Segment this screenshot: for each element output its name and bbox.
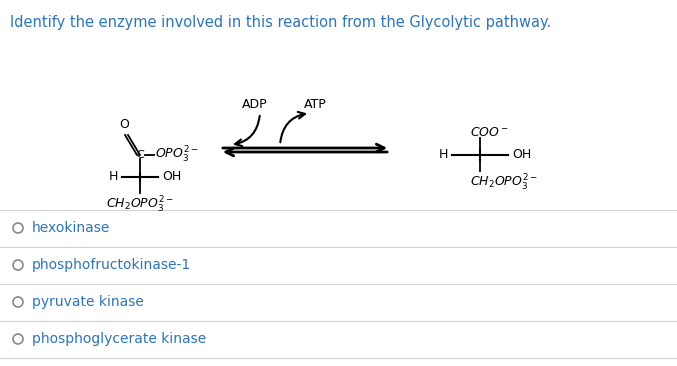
Text: $CH_2OPO_3^{2-}$: $CH_2OPO_3^{2-}$ [106, 195, 174, 215]
Text: $CH_2OPO_3^{2-}$: $CH_2OPO_3^{2-}$ [470, 173, 538, 193]
Text: C: C [136, 150, 144, 160]
Text: hexokinase: hexokinase [32, 221, 110, 235]
Text: phosphoglycerate kinase: phosphoglycerate kinase [32, 332, 206, 346]
Text: pyruvate kinase: pyruvate kinase [32, 295, 144, 309]
Text: O: O [119, 118, 129, 131]
Circle shape [13, 297, 23, 307]
Text: ADP: ADP [242, 98, 268, 112]
Text: H: H [108, 171, 118, 183]
Circle shape [13, 223, 23, 233]
Text: OH: OH [162, 171, 181, 183]
Text: $OPO_3^{2-}$: $OPO_3^{2-}$ [155, 145, 199, 165]
Text: OH: OH [512, 149, 531, 161]
Text: H: H [439, 149, 448, 161]
Circle shape [13, 260, 23, 270]
Text: Identify the enzyme involved in this reaction from the Glycolytic pathway.: Identify the enzyme involved in this rea… [10, 15, 551, 30]
Text: ATP: ATP [303, 98, 326, 112]
Text: phosphofructokinase-1: phosphofructokinase-1 [32, 258, 191, 272]
Text: $COO^-$: $COO^-$ [470, 127, 509, 139]
Circle shape [13, 334, 23, 344]
